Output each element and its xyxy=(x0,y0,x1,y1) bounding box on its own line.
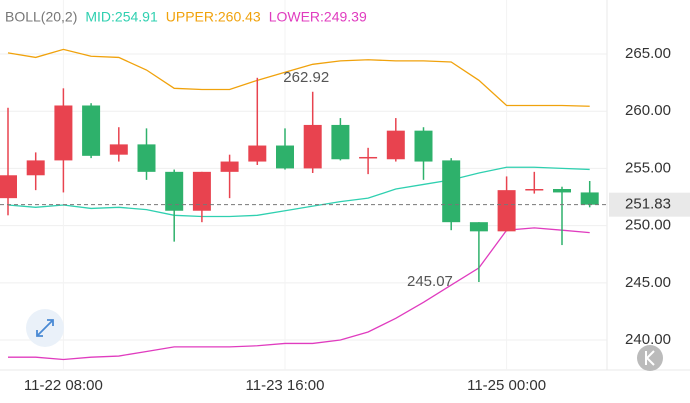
candle-body xyxy=(0,175,17,199)
legend-entry: LOWER:249.39 xyxy=(269,9,367,25)
candle-body xyxy=(414,130,433,162)
y-tick-label: 265.00 xyxy=(625,45,671,62)
candle-body xyxy=(469,222,488,232)
x-tick-label: 11-25 00:00 xyxy=(467,377,546,394)
candle-body xyxy=(248,145,267,162)
candle-body xyxy=(165,171,184,211)
candle-body xyxy=(331,124,350,160)
legend-entry: UPPER:260.43 xyxy=(166,9,261,25)
candle-body xyxy=(276,145,294,169)
y-tick-label: 250.00 xyxy=(625,217,671,234)
candle-body xyxy=(192,171,211,211)
k-button[interactable] xyxy=(637,345,663,371)
candle-body xyxy=(54,105,73,161)
candle-body xyxy=(303,124,322,169)
y-tick-label: 245.00 xyxy=(625,274,671,291)
candle-body xyxy=(525,189,544,191)
candle-body xyxy=(137,144,156,172)
candle-body xyxy=(109,144,128,155)
candle-body xyxy=(26,160,45,176)
candle-body xyxy=(497,190,516,232)
band-line xyxy=(7,48,590,107)
x-tick-label: 11-22 08:00 xyxy=(24,377,103,394)
band-line xyxy=(8,227,590,361)
candle-body xyxy=(386,130,405,160)
legend-entry: MID:254.91 xyxy=(85,9,158,25)
plot-area xyxy=(0,0,607,370)
candle-body xyxy=(553,189,571,193)
y-tick-label: 260.00 xyxy=(625,102,671,119)
y-tick-label: 240.00 xyxy=(625,331,671,348)
current-price-label: 251.83 xyxy=(625,196,671,213)
indicator-title: BOLL(20,2) xyxy=(5,9,77,25)
max-label: 262.92 xyxy=(283,69,329,86)
candle-body xyxy=(580,192,599,205)
candle-body xyxy=(220,161,239,172)
candle-body xyxy=(359,156,378,159)
candle-body xyxy=(82,105,101,156)
x-tick-label: 11-23 16:00 xyxy=(246,377,325,394)
band-line xyxy=(7,166,590,218)
current-price-box xyxy=(609,192,690,217)
candle-body xyxy=(442,160,461,223)
expand-button[interactable] xyxy=(26,309,64,347)
min-label: 245.07 xyxy=(407,273,453,290)
y-tick-label: 255.00 xyxy=(625,159,671,176)
